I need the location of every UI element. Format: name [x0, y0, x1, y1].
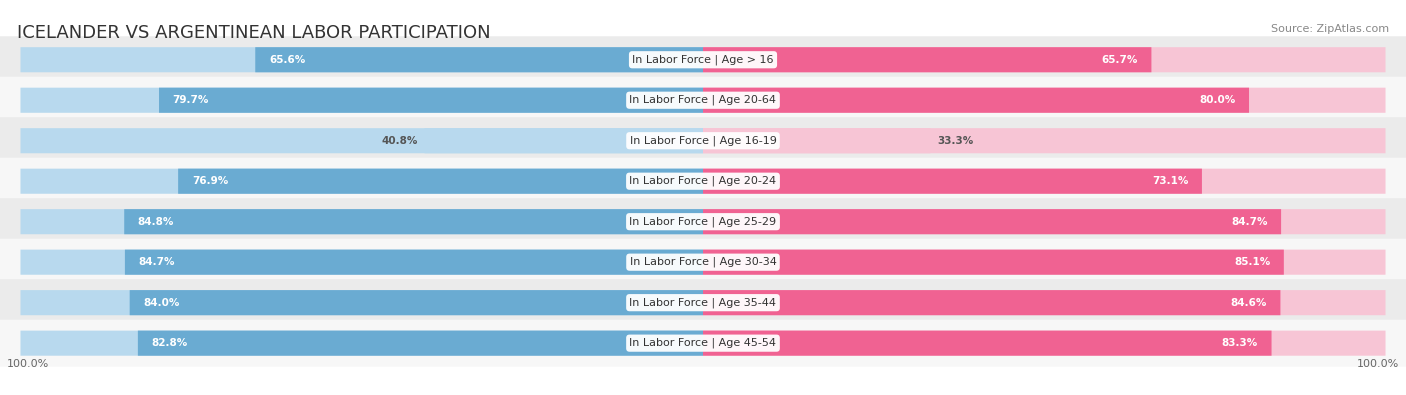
FancyBboxPatch shape	[21, 169, 703, 194]
Text: 33.3%: 33.3%	[938, 136, 973, 146]
FancyBboxPatch shape	[703, 250, 1284, 275]
Text: In Labor Force | Age 16-19: In Labor Force | Age 16-19	[630, 135, 776, 146]
FancyBboxPatch shape	[703, 169, 1385, 194]
Text: In Labor Force | Age 35-44: In Labor Force | Age 35-44	[630, 297, 776, 308]
FancyBboxPatch shape	[703, 209, 1385, 234]
FancyBboxPatch shape	[703, 331, 1271, 356]
FancyBboxPatch shape	[703, 331, 1385, 356]
Text: 76.9%: 76.9%	[191, 176, 228, 186]
FancyBboxPatch shape	[703, 209, 1281, 234]
Text: In Labor Force | Age > 16: In Labor Force | Age > 16	[633, 55, 773, 65]
FancyBboxPatch shape	[0, 239, 1406, 286]
FancyBboxPatch shape	[703, 88, 1249, 113]
Legend: Icelander, Argentinean: Icelander, Argentinean	[603, 393, 803, 395]
Text: 65.6%: 65.6%	[269, 55, 305, 65]
FancyBboxPatch shape	[0, 117, 1406, 164]
FancyBboxPatch shape	[0, 279, 1406, 326]
Text: 84.6%: 84.6%	[1230, 298, 1267, 308]
Text: 84.8%: 84.8%	[138, 217, 174, 227]
FancyBboxPatch shape	[125, 250, 703, 275]
Text: 82.8%: 82.8%	[152, 338, 188, 348]
Text: 40.8%: 40.8%	[381, 136, 418, 146]
FancyBboxPatch shape	[0, 77, 1406, 124]
Text: 80.0%: 80.0%	[1199, 95, 1236, 105]
Text: In Labor Force | Age 25-29: In Labor Force | Age 25-29	[630, 216, 776, 227]
FancyBboxPatch shape	[124, 209, 703, 234]
FancyBboxPatch shape	[0, 320, 1406, 367]
Text: In Labor Force | Age 45-54: In Labor Force | Age 45-54	[630, 338, 776, 348]
FancyBboxPatch shape	[21, 47, 703, 72]
Text: 85.1%: 85.1%	[1234, 257, 1270, 267]
Text: 84.0%: 84.0%	[143, 298, 180, 308]
Text: 79.7%: 79.7%	[173, 95, 209, 105]
FancyBboxPatch shape	[21, 128, 703, 153]
FancyBboxPatch shape	[703, 290, 1385, 315]
FancyBboxPatch shape	[703, 88, 1385, 113]
Text: 65.7%: 65.7%	[1101, 55, 1137, 65]
Text: 83.3%: 83.3%	[1222, 338, 1258, 348]
FancyBboxPatch shape	[703, 47, 1385, 72]
FancyBboxPatch shape	[703, 128, 1385, 153]
Text: 84.7%: 84.7%	[139, 257, 176, 267]
Text: 100.0%: 100.0%	[1357, 359, 1399, 369]
Text: Source: ZipAtlas.com: Source: ZipAtlas.com	[1271, 24, 1389, 34]
FancyBboxPatch shape	[21, 209, 703, 234]
Text: 73.1%: 73.1%	[1152, 176, 1188, 186]
Text: In Labor Force | Age 20-24: In Labor Force | Age 20-24	[630, 176, 776, 186]
Text: 100.0%: 100.0%	[7, 359, 49, 369]
FancyBboxPatch shape	[0, 158, 1406, 205]
FancyBboxPatch shape	[21, 290, 703, 315]
FancyBboxPatch shape	[703, 128, 931, 153]
FancyBboxPatch shape	[256, 47, 703, 72]
FancyBboxPatch shape	[703, 290, 1281, 315]
FancyBboxPatch shape	[21, 88, 703, 113]
FancyBboxPatch shape	[703, 47, 1152, 72]
FancyBboxPatch shape	[179, 169, 703, 194]
FancyBboxPatch shape	[425, 128, 703, 153]
Text: ICELANDER VS ARGENTINEAN LABOR PARTICIPATION: ICELANDER VS ARGENTINEAN LABOR PARTICIPA…	[17, 24, 491, 42]
FancyBboxPatch shape	[21, 250, 703, 275]
FancyBboxPatch shape	[159, 88, 703, 113]
FancyBboxPatch shape	[21, 331, 703, 356]
FancyBboxPatch shape	[0, 198, 1406, 245]
FancyBboxPatch shape	[0, 36, 1406, 83]
Text: 84.7%: 84.7%	[1230, 217, 1267, 227]
Text: In Labor Force | Age 20-64: In Labor Force | Age 20-64	[630, 95, 776, 105]
FancyBboxPatch shape	[129, 290, 703, 315]
FancyBboxPatch shape	[703, 169, 1202, 194]
FancyBboxPatch shape	[703, 250, 1385, 275]
Text: In Labor Force | Age 30-34: In Labor Force | Age 30-34	[630, 257, 776, 267]
FancyBboxPatch shape	[138, 331, 703, 356]
